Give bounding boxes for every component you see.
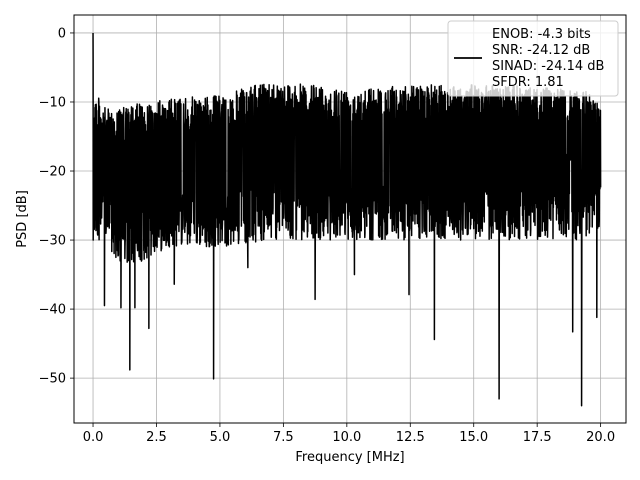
x-tick-label: 15.0 [459,430,488,445]
x-tick-label: 5.0 [210,430,231,445]
x-tick-label: 20.0 [586,430,615,445]
psd-series-line [92,32,602,407]
x-axis-label: Frequency [MHz] [295,450,404,465]
legend: ENOB: -4.3 bits SNR: -24.12 dB SINAD: -24.… [447,20,619,97]
x-tick-label: 2.5 [146,430,167,445]
psd-trace [92,32,602,407]
x-tick-label: 17.5 [523,430,552,445]
y-tick-label: −20 [39,165,66,180]
y-tick-label: −30 [39,234,66,249]
legend-label: ENOB: -4.3 bits SNR: -24.12 dB SINAD: -24.… [492,27,604,90]
x-tick-label: 7.5 [273,430,294,445]
plot-frame [73,14,627,424]
legend-box [447,20,619,97]
y-tick-label: 0 [58,26,66,41]
y-axis-label: PSD [dB] [15,190,30,248]
y-axis-ticks: 0 −10 −20 −30 −40 −50 [39,26,74,387]
x-tick-label: 0.0 [83,430,104,445]
x-tick-label: 12.5 [396,430,425,445]
y-tick-label: −40 [39,303,66,318]
y-tick-label: −10 [39,95,66,110]
x-tick-label: 10.0 [332,430,361,445]
y-tick-label: −50 [39,372,66,387]
x-axis-ticks: 0.0 2.5 5.0 7.5 10.0 12.5 15.0 17.5 20.0 [83,423,615,445]
